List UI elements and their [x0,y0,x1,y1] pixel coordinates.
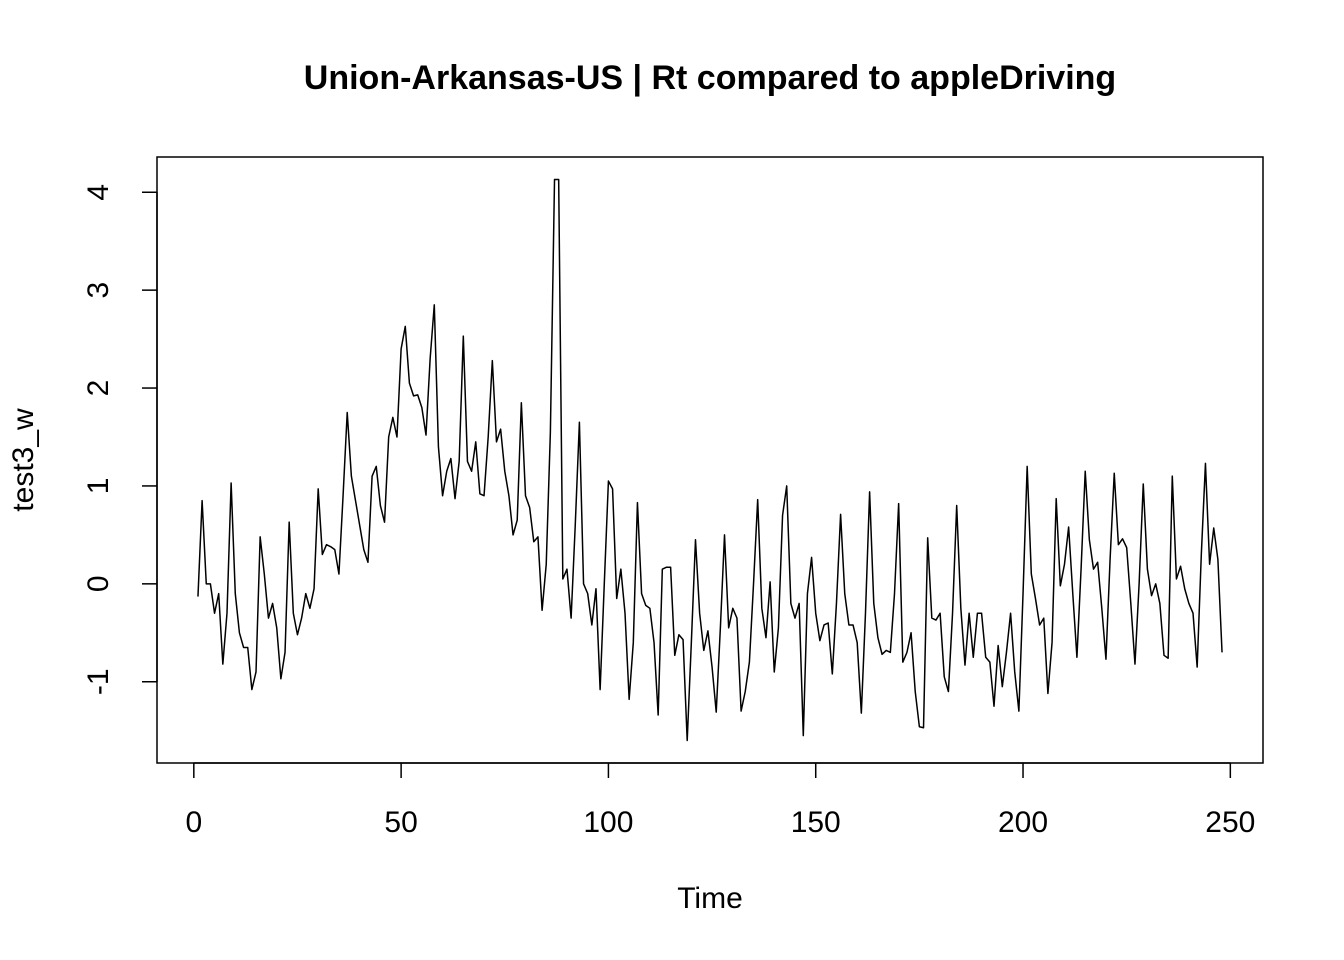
plot-frame [156,156,1264,764]
x-tick-label: 100 [583,806,633,839]
y-tick-label: 3 [82,282,115,299]
y-tick-label: 2 [82,380,115,397]
y-axis-label: test3_w [7,408,40,512]
x-tick-label: 50 [384,806,417,839]
y-tick-label: -1 [82,668,115,695]
x-tick-label: 200 [998,806,1048,839]
chart-title: Union-Arkansas-US | Rt compared to apple… [304,59,1116,97]
y-tick-label: 4 [82,184,115,201]
y-tick-label: 1 [82,478,115,495]
x-tick-label: 150 [791,806,841,839]
x-axis-label: Time [677,882,743,915]
x-tick-label: 0 [185,806,202,839]
x-tick-label: 250 [1205,806,1255,839]
data-line [197,178,1223,742]
y-tick-label: 0 [82,575,115,592]
